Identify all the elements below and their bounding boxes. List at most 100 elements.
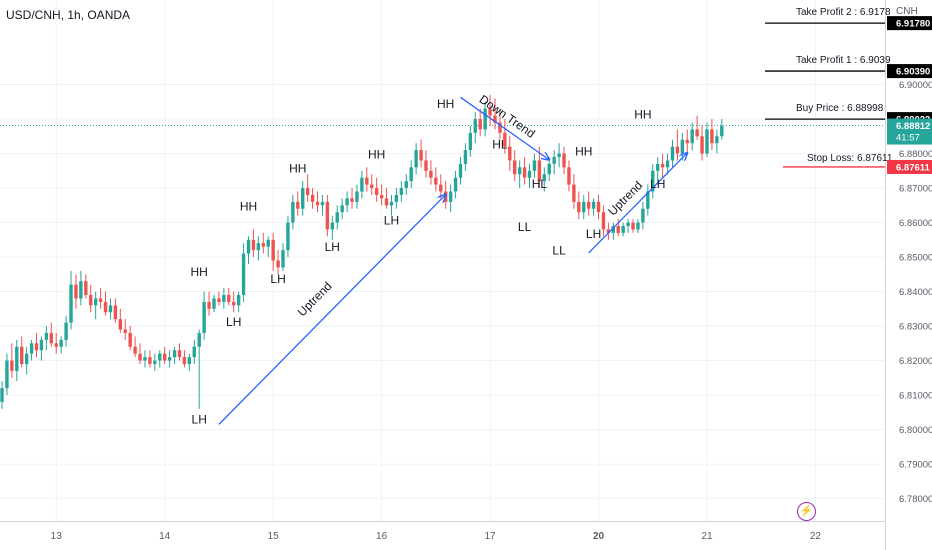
pattern-label: HH [634,108,651,122]
price-tick-label: 6.83000 [899,322,932,333]
time-tick-label: 16 [376,531,388,542]
candle-body [434,177,438,185]
current-price-badge [887,118,932,145]
take-profit-2-label: Take Profit 2 : 6.9178 [796,7,891,18]
symbol-title[interactable]: USD/CNH, 1h, OANDA [6,8,131,22]
currency-label: CNH [896,6,918,17]
candle-body [522,167,527,178]
candle-body [84,281,88,296]
current-price-badge-text: 6.88812 [896,121,930,132]
trend-label: Uptrend [605,178,645,218]
candle-body [374,188,379,195]
candle-body [340,205,344,213]
candle-body [582,201,586,213]
candle-body [389,201,394,206]
candle-body [148,357,152,365]
pattern-label: HH [437,97,454,111]
candle-body [513,160,517,175]
candle-body [34,343,39,351]
candle-body [177,350,182,358]
candle-body [59,339,63,347]
candle-body [310,194,315,202]
candle-body [611,225,616,233]
candle-body [463,150,468,164]
candle-body [429,170,433,178]
candle-body [266,239,270,247]
candle-body [335,212,339,223]
candle-body [641,208,645,223]
candle-body [39,339,44,351]
candle-body [74,284,78,299]
candle-body [468,132,473,151]
candle-body [271,239,275,261]
candle-body [138,353,142,361]
grid-lines [0,0,885,521]
candle-body [93,298,98,306]
candle-body [478,119,482,130]
candle-body [79,281,83,299]
candle-body [448,191,453,202]
candle-body [384,198,389,206]
candle-body [503,132,507,147]
candle-body [596,201,601,213]
candle-body [542,174,546,182]
candle-body [54,343,58,347]
candles [0,94,724,409]
pattern-label: HH [191,265,208,279]
stop-loss-badge [887,159,932,174]
candle-body [562,153,566,168]
candle-body [355,191,359,202]
candle-body [64,322,68,340]
pattern-label: HH [575,144,592,158]
candle-body [192,346,196,358]
candle-body [143,357,147,361]
candle-body [256,243,261,251]
candle-body [227,295,231,302]
candle-body [567,167,571,185]
candle-body [379,194,384,199]
candle-body [365,177,369,185]
pattern-labels: LH HH LH HH LH HH LH HH LH HH HL LL HL LL HH LH HH LH [191,97,666,426]
candle-body [616,225,620,233]
price-tick-label: 6.87000 [899,184,932,195]
price-tick-label: 6.85000 [899,253,932,264]
pattern-label: HH [289,162,306,176]
take-profit-1-badge [887,64,932,79]
candle-body [89,295,93,306]
candle-body [453,177,458,192]
candle-body [537,160,542,182]
candle-body [153,360,157,365]
candle-body [98,298,103,302]
candle-body [113,305,118,320]
pattern-label: LH [325,240,340,254]
trend-arrow [588,153,688,254]
candle-body [527,170,532,178]
pattern-label: LL [552,243,566,257]
candle-body [458,163,463,178]
candle-body [49,332,53,344]
candle-body [439,184,443,192]
stop-loss-badge-text: 6.87611 [896,163,931,174]
candle-body [498,122,502,133]
candle-body [591,201,596,209]
candle-body [350,198,354,202]
candle-body [419,150,423,161]
price-tick-label: 6.88000 [899,149,932,160]
candle-body [0,388,4,402]
price-tick-label: 6.84000 [899,287,932,298]
time-tick-label: 15 [268,531,280,542]
candle-body [606,229,611,233]
price-tick-label: 6.81000 [899,391,932,402]
candle-body [586,201,591,209]
candle-body [24,353,29,365]
pattern-label: LH [270,272,285,286]
candle-body [685,139,689,144]
candle-body [557,153,561,157]
candle-body [276,260,280,268]
pattern-label: LH [586,227,601,241]
candle-body [246,239,251,254]
lightning-bolt-icon[interactable]: ⚡ [797,502,816,521]
candle-body [670,146,675,161]
